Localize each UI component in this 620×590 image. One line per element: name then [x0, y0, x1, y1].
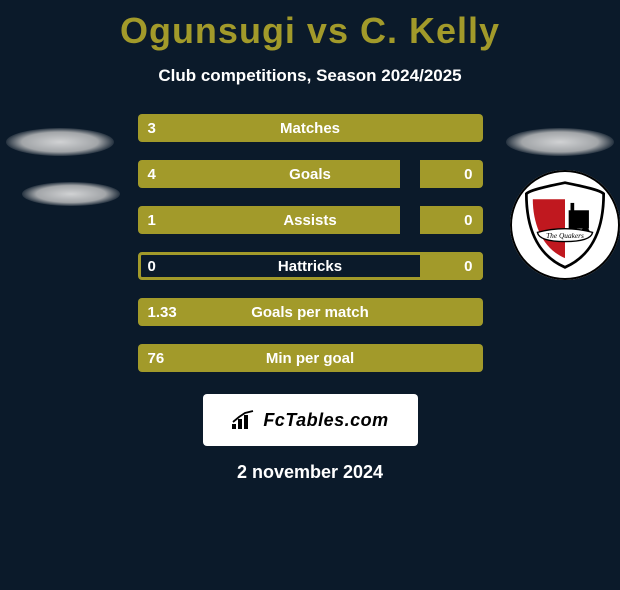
title-full: Ogunsugi vs C. Kelly	[120, 10, 500, 51]
stat-rows: 3Matches 40Goals 10Assists 00Hattricks 1.33G…	[138, 114, 483, 372]
stat-row: 76Min per goal	[138, 344, 483, 372]
stat-row: 1.33Goals per match	[138, 298, 483, 326]
date-line: 2 november 2024	[0, 462, 620, 483]
club-crest-svg: The Quakers	[519, 179, 611, 271]
stats-area: The Quakers 3Matches 40Goals 10Assists 00Ha…	[0, 114, 620, 372]
fctables-badge: FcTables.com	[203, 394, 418, 446]
player-left-shadow-1	[6, 128, 114, 156]
stat-label: Matches	[138, 120, 483, 137]
fctables-text: FcTables.com	[263, 410, 388, 431]
player-left-shadow-2	[22, 182, 120, 206]
stat-row: 00Hattricks	[138, 252, 483, 280]
stat-label: Goals per match	[138, 304, 483, 321]
stat-label: Min per goal	[138, 350, 483, 367]
stat-row: 3Matches	[138, 114, 483, 142]
stat-label: Hattricks	[138, 258, 483, 275]
crest-ribbon-text: The Quakers	[546, 231, 584, 240]
stat-label: Assists	[138, 212, 483, 229]
page-title: Ogunsugi vs C. Kelly	[0, 10, 620, 52]
club-crest: The Quakers	[510, 170, 620, 280]
subtitle: Club competitions, Season 2024/2025	[0, 66, 620, 86]
fctables-icon	[231, 410, 257, 430]
stat-label: Goals	[138, 166, 483, 183]
stat-row: 40Goals	[138, 160, 483, 188]
player-right-shadow-1	[506, 128, 614, 156]
stat-row: 10Assists	[138, 206, 483, 234]
